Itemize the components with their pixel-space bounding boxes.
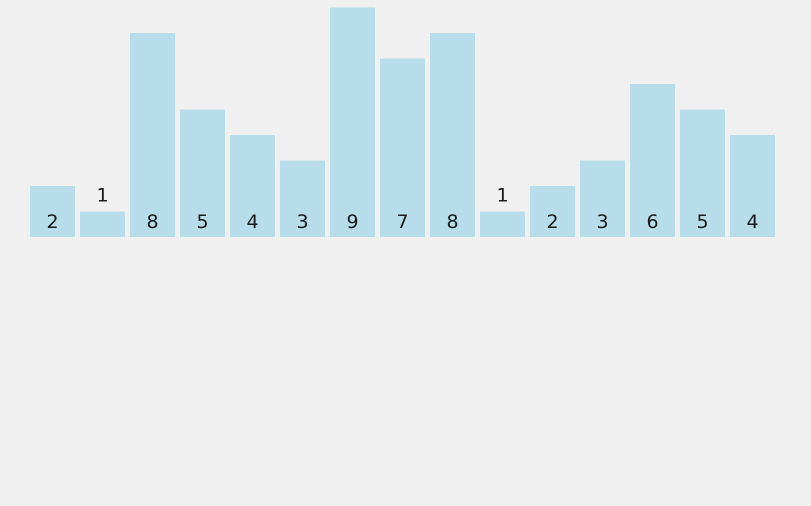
bar-label-1: 1 (96, 185, 108, 207)
bar-label-6: 9 (346, 211, 358, 233)
bar-label-8: 8 (446, 211, 458, 233)
bar-2 (130, 33, 175, 237)
bar-13 (680, 109, 725, 237)
bar-14 (730, 135, 775, 237)
bar-label-3: 5 (196, 211, 208, 233)
bar-10 (530, 186, 575, 237)
bar-label-10: 2 (546, 211, 558, 233)
bar-label-0: 2 (46, 211, 58, 233)
bars-group (30, 7, 775, 237)
bar-1 (80, 211, 125, 237)
bar-label-2: 8 (146, 211, 158, 233)
bar-label-12: 6 (646, 211, 658, 233)
bar-label-13: 5 (696, 211, 708, 233)
bar-5 (280, 160, 325, 237)
bar-label-5: 3 (296, 211, 308, 233)
bar-12 (630, 84, 675, 237)
labels-group: 2 1 8 5 4 3 9 7 8 1 2 3 6 5 4 (46, 185, 758, 234)
bar-label-11: 3 (596, 211, 608, 233)
bar-4 (230, 135, 275, 237)
bar-label-9: 1 (496, 185, 508, 207)
bar-9 (480, 211, 525, 237)
bar-8 (430, 33, 475, 237)
bar-11 (580, 160, 625, 237)
bar-3 (180, 109, 225, 237)
bar-label-7: 7 (396, 211, 408, 233)
bar-6 (330, 7, 375, 237)
bar-label-14: 4 (746, 211, 758, 233)
bar-label-4: 4 (246, 211, 258, 233)
bar-0 (30, 186, 75, 237)
bar-7 (380, 58, 425, 237)
